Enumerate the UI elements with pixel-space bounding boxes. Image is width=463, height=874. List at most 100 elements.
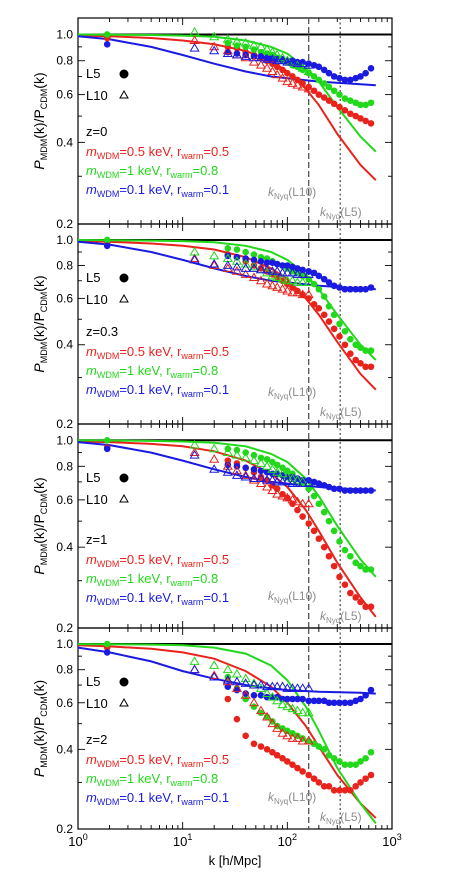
y-tick-label: 0.2: [56, 822, 73, 836]
point-red-L5: [257, 473, 265, 481]
point-blue-L5: [257, 257, 265, 265]
point-blue-L10: [222, 260, 233, 269]
point-blue-L10: [287, 57, 298, 66]
point-red-L5: [233, 715, 241, 723]
y-axis-label: PMDM(k)/PCDM(k): [31, 680, 49, 777]
point-blue-L10: [261, 681, 273, 691]
point-green-L5: [103, 31, 111, 38]
point-green-L5: [242, 43, 249, 51]
point-blue-L10: [267, 266, 278, 275]
point-green-L5: [341, 95, 349, 102]
y-tick-label: 0.4: [56, 540, 73, 554]
point-red-L10: [282, 76, 293, 86]
knyq-l5-label: kNyq(L5): [320, 810, 362, 826]
point-blue-L5: [341, 285, 349, 293]
point-green-L5: [273, 461, 281, 469]
point-red-L10: [240, 470, 251, 479]
point-green-L5: [352, 341, 360, 349]
point-blue-L10: [303, 269, 314, 278]
point-blue-L5: [352, 487, 360, 494]
point-green-L5: [352, 559, 360, 567]
point-green-L5: [330, 311, 338, 319]
y-axis-label: PMDM(k)/PCDM(k): [31, 72, 49, 169]
point-blue-L5: [362, 285, 369, 293]
point-blue-L10: [277, 476, 288, 486]
point-blue-L5: [362, 487, 369, 494]
point-red-L10: [267, 718, 278, 728]
point-blue-L10: [255, 473, 267, 483]
curve-blue: [78, 35, 376, 87]
curve-blue: [78, 646, 376, 695]
point-green-L5: [336, 538, 343, 545]
legend-l10: L10: [86, 292, 108, 307]
legend-l10: L10: [86, 492, 108, 507]
point-red-L10: [222, 461, 233, 470]
point-red-L5: [242, 732, 249, 740]
point-blue-L5: [336, 284, 343, 291]
knyq-l10-label: kNyq(L10): [268, 385, 316, 401]
point-green-L10: [261, 688, 273, 698]
point-red-L10: [240, 690, 251, 699]
point-red-L5: [341, 341, 349, 349]
legend-model-green: mWDM=1 keV, rwarm=0.8: [86, 163, 218, 180]
point-blue-L5: [273, 260, 281, 268]
point-green-L5: [341, 546, 349, 554]
point-red-L5: [315, 91, 323, 98]
point-green-L5: [224, 244, 232, 252]
panel-z-0: 1.0 0.8 0.6 0.4 0.2 PMDM(k)/PCDM(k) L5 L10 z=0 mW…: [31, 17, 393, 231]
y-tick-label: 0.6: [56, 88, 73, 102]
point-blue-L5: [315, 272, 323, 280]
point-red-L5: [310, 527, 318, 535]
point-red-L10: [189, 447, 200, 457]
knyq-l10-label: kNyq(L10): [268, 790, 316, 806]
point-red-L10: [261, 711, 273, 721]
point-red-L5: [357, 360, 364, 367]
point-blue-L10: [222, 467, 233, 476]
legend-l10-marker: [119, 493, 129, 503]
point-red-L10: [297, 81, 308, 91]
point-green-L5: [242, 449, 249, 456]
point-green-L5: [103, 236, 111, 244]
point-red-L5: [257, 265, 265, 272]
point-blue-L5: [279, 695, 286, 703]
point-green-L5: [362, 755, 369, 762]
point-red-L5: [357, 598, 364, 606]
point-green-L5: [315, 285, 323, 293]
point-red-L5: [347, 787, 354, 794]
point-blue-L10: [231, 470, 243, 479]
point-red-L10: [282, 492, 293, 502]
point-green-L5: [310, 492, 318, 500]
point-blue-L10: [222, 675, 233, 684]
point-blue-L10: [277, 681, 288, 691]
point-red-L5: [336, 333, 343, 340]
legend-model-green: mWDM=1 keV, rwarm=0.8: [86, 363, 218, 380]
point-blue-L5: [305, 60, 312, 68]
point-red-L10: [240, 269, 251, 278]
point-green-L10: [240, 673, 251, 683]
y-tick-label: 1.0: [56, 27, 73, 41]
panel-z-1: 1.0 0.8 0.6 0.4 0.2 PMDM(k)/PCDM(k) L5 L10 z=1 mW…: [31, 423, 393, 635]
point-blue-L10: [209, 258, 220, 268]
legend-l5: L5: [86, 66, 100, 81]
point-red-L10: [255, 705, 267, 715]
point-green-L10: [261, 44, 273, 53]
point-blue-L10: [248, 263, 260, 272]
point-red-L5: [341, 581, 349, 588]
point-red-L5: [362, 603, 369, 611]
point-blue-L10: [222, 48, 233, 58]
point-blue-L5: [330, 73, 338, 80]
point-green-L10: [240, 452, 251, 462]
point-green-L10: [272, 695, 283, 705]
point-green-L5: [315, 500, 323, 508]
point-red-L5: [352, 783, 360, 790]
point-green-L5: [242, 248, 249, 256]
point-red-L10: [248, 697, 260, 707]
point-green-L10: [189, 439, 200, 449]
point-green-L10: [267, 464, 278, 473]
point-blue-L5: [341, 76, 349, 84]
y-tick-label: 1.0: [56, 637, 73, 651]
point-blue-L5: [357, 285, 364, 293]
point-blue-L5: [289, 695, 296, 703]
redshift-label: z=0.3: [86, 324, 118, 339]
point-red-L5: [279, 755, 286, 762]
